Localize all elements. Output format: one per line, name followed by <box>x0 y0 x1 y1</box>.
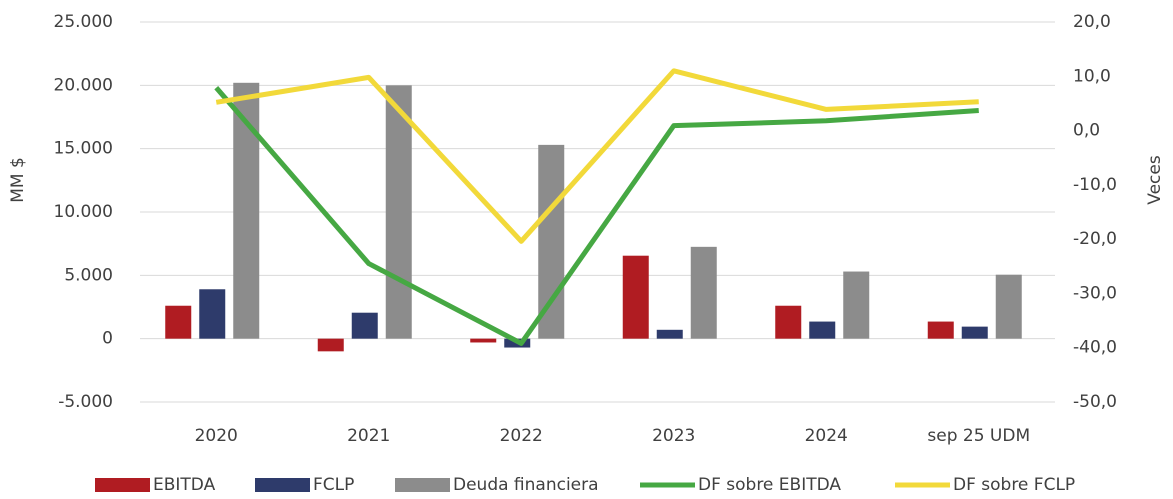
y2-tick-label: -30,0 <box>1073 283 1117 303</box>
bar <box>775 305 802 339</box>
y-axis-label: MM $ <box>8 157 28 203</box>
bar <box>351 312 378 339</box>
bar <box>995 274 1022 339</box>
bar <box>622 255 649 339</box>
y2-tick-label: -20,0 <box>1073 229 1117 249</box>
bar <box>961 326 988 339</box>
bar <box>656 329 683 339</box>
legend-label: FCLP <box>313 475 354 495</box>
bar <box>317 338 344 352</box>
legend-label: Deuda financiera <box>453 475 599 495</box>
bar <box>199 289 226 339</box>
x-tick-label: 2022 <box>500 426 543 446</box>
y-tick-label: 5.000 <box>64 265 113 285</box>
y2-tick-label: -50,0 <box>1073 392 1117 412</box>
bar <box>843 271 870 339</box>
bar <box>538 144 565 339</box>
legend-swatch <box>395 478 450 492</box>
x-tick-label: 2020 <box>195 426 238 446</box>
y2-tick-label: -40,0 <box>1073 338 1117 358</box>
line <box>215 68 979 244</box>
line <box>214 86 979 346</box>
y-tick-label: 0 <box>102 329 113 349</box>
y-tick-label: 15.000 <box>54 139 113 159</box>
y-tick-label: 10.000 <box>54 202 113 222</box>
y-tick-label: -5.000 <box>58 392 113 412</box>
legend-label: EBITDA <box>153 475 216 495</box>
y2-tick-label: 20,0 <box>1073 12 1111 32</box>
x-tick-label: 2021 <box>347 426 390 446</box>
x-tick-label: 2023 <box>652 426 695 446</box>
bar <box>809 321 836 339</box>
x-tick-label: 2024 <box>805 426 848 446</box>
legend-label: DF sobre FCLP <box>953 475 1075 495</box>
y2-tick-label: 0,0 <box>1073 121 1100 141</box>
bar <box>165 305 192 339</box>
y-tick-label: 25.000 <box>54 12 113 32</box>
bar <box>690 246 717 339</box>
y2-axis-label: Veces <box>1145 155 1165 205</box>
legend-label: DF sobre EBITDA <box>698 475 841 495</box>
y-tick-label: 20.000 <box>54 75 113 95</box>
bar <box>385 85 412 339</box>
y2-tick-label: -10,0 <box>1073 175 1117 195</box>
y2-tick-label: 10,0 <box>1073 66 1111 86</box>
legend-swatch <box>95 478 150 492</box>
legend-swatch <box>255 478 310 492</box>
bar <box>927 321 954 339</box>
bar <box>470 338 497 343</box>
x-tick-label: sep 25 UDM <box>927 426 1030 446</box>
